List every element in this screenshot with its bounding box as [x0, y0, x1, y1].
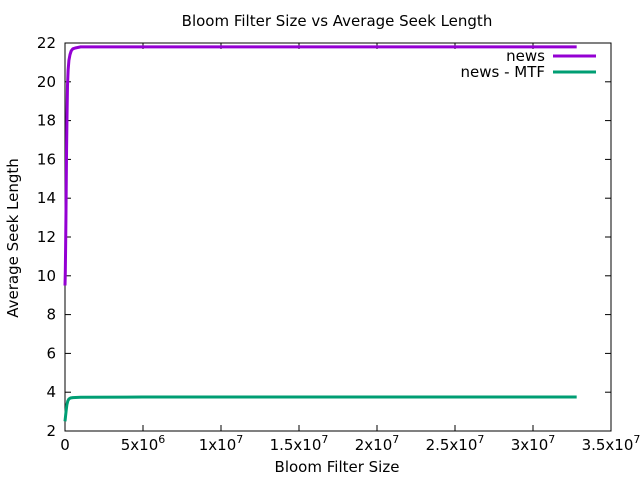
x-tick-label: 2.5x107 — [426, 433, 485, 454]
x-tick-label: 0 — [60, 436, 70, 454]
x-tick-exponent: 7 — [548, 433, 555, 446]
x-tick-exponent: 6 — [158, 433, 165, 446]
series-layer — [63, 45, 577, 422]
x-tick-base: 5x10 — [121, 436, 159, 454]
x-tick-exponent: 7 — [633, 433, 640, 446]
x-tick-label: 3.5x107 — [582, 433, 640, 454]
x-tick-base: 2.5x10 — [426, 436, 478, 454]
x-tick-base: 1.5x10 — [270, 436, 322, 454]
y-tick-label: 2 — [46, 422, 56, 440]
x-tick-exponent: 7 — [477, 433, 484, 446]
x-tick-label: 1.5x107 — [270, 433, 329, 454]
series-line-0 — [63, 45, 577, 286]
y-axis-label: Average Seek Length — [4, 158, 22, 318]
x-tick-label: 3x107 — [511, 433, 556, 454]
y-tick-label: 12 — [37, 228, 56, 246]
x-tick-base: 0 — [60, 436, 70, 454]
chart-title: Bloom Filter Size vs Average Seek Length — [182, 12, 493, 30]
plot-frame — [64, 42, 612, 432]
y-axis: 2 4 6 8 10 12 14 16 18 20 22 — [37, 34, 611, 440]
y-tick-label: 16 — [37, 150, 56, 168]
x-axis-label: Bloom Filter Size — [275, 458, 400, 476]
legend-label: news - MTF — [461, 63, 546, 81]
y-tick-label: 4 — [46, 383, 56, 401]
x-tick-label: 5x106 — [121, 433, 166, 454]
x-tick-exponent: 7 — [321, 433, 328, 446]
x-axis: 0 5x106 1x107 1.5x107 2x107 2.5x107 3x107 3.5x1… — [60, 43, 640, 454]
x-tick-exponent: 7 — [392, 433, 399, 446]
y-tick-label: 14 — [37, 189, 56, 207]
y-tick-label: 8 — [46, 306, 56, 324]
x-tick-label: 1x107 — [199, 433, 244, 454]
y-tick-label: 6 — [46, 344, 56, 362]
y-tick-label: 22 — [37, 34, 56, 52]
legend-label: news — [506, 47, 545, 65]
x-tick-base: 2x10 — [355, 436, 393, 454]
y-tick-label: 18 — [37, 112, 56, 130]
x-tick-base: 3.5x10 — [582, 436, 634, 454]
x-tick-base: 1x10 — [199, 436, 237, 454]
y-tick-label: 10 — [37, 267, 56, 285]
x-tick-exponent: 7 — [236, 433, 243, 446]
series-line-1 — [63, 395, 577, 422]
y-tick-label: 20 — [37, 73, 56, 91]
x-tick-label: 2x107 — [355, 433, 400, 454]
x-tick-base: 3x10 — [511, 436, 549, 454]
